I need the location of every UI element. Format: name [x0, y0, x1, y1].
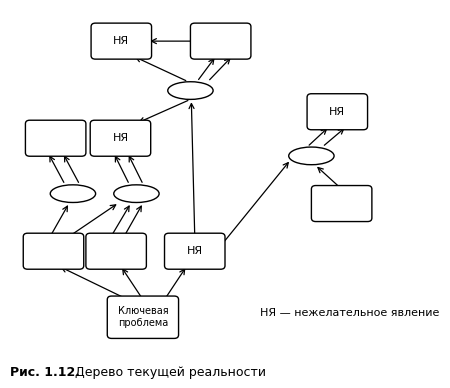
FancyBboxPatch shape [86, 233, 146, 269]
Text: НЯ — нежелательное явление: НЯ — нежелательное явление [260, 308, 439, 318]
Text: НЯ: НЯ [187, 246, 203, 256]
FancyBboxPatch shape [23, 233, 84, 269]
FancyBboxPatch shape [190, 23, 251, 59]
Text: НЯ: НЯ [112, 133, 129, 143]
FancyBboxPatch shape [90, 120, 151, 156]
FancyBboxPatch shape [311, 185, 372, 222]
FancyBboxPatch shape [91, 23, 152, 59]
FancyBboxPatch shape [307, 94, 368, 130]
Text: Дерево текущей реальности: Дерево текущей реальности [67, 366, 266, 379]
Text: НЯ: НЯ [113, 36, 130, 46]
Ellipse shape [289, 147, 334, 165]
Text: Рис. 1.12.: Рис. 1.12. [10, 366, 80, 379]
Ellipse shape [168, 82, 213, 99]
FancyBboxPatch shape [165, 233, 225, 269]
Ellipse shape [114, 185, 159, 203]
FancyBboxPatch shape [25, 120, 86, 156]
FancyBboxPatch shape [107, 296, 179, 338]
Text: Ключевая
проблема: Ключевая проблема [117, 307, 168, 328]
Text: НЯ: НЯ [329, 107, 346, 117]
Ellipse shape [50, 185, 95, 203]
